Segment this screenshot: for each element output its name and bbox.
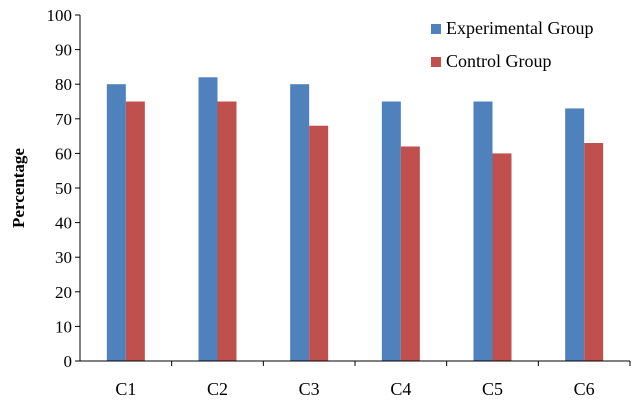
bar-c1-series-2	[125, 101, 145, 361]
legend-label-1: Experimental Group	[446, 18, 593, 38]
x-category-label: C2	[207, 379, 228, 399]
bar-c5-series-1	[473, 101, 493, 361]
y-tick-label: 20	[55, 283, 72, 302]
y-tick-label: 100	[47, 6, 73, 25]
y-tick-label: 80	[55, 75, 72, 94]
x-axis: C1 C2 C3 C4 C5 C6	[115, 361, 631, 399]
bar-c6-series-1	[565, 108, 585, 361]
bar-c2-series-2	[217, 101, 237, 361]
y-tick-label: 70	[55, 110, 72, 129]
bar-c4-series-2	[400, 146, 420, 361]
legend: Experimental Group Control Group	[431, 18, 593, 71]
y-tick-label: 30	[55, 248, 72, 267]
legend-swatch-1	[431, 24, 441, 34]
bar-c1-series-1	[106, 84, 126, 361]
y-tick-label: 0	[64, 352, 73, 371]
y-tick-label: 60	[55, 144, 72, 163]
bar-c3-series-2	[309, 125, 329, 361]
y-axis-title: Percentage	[9, 148, 28, 228]
bars-group	[106, 77, 604, 361]
y-tick-label: 50	[55, 179, 72, 198]
legend-label-2: Control Group	[446, 51, 552, 71]
bar-c4-series-1	[381, 101, 401, 361]
x-category-label: C4	[390, 379, 411, 399]
y-tick-label: 10	[55, 317, 72, 336]
x-category-label: C5	[482, 379, 503, 399]
x-category-label: C3	[299, 379, 320, 399]
x-category-label: C6	[574, 379, 595, 399]
bar-c2-series-1	[198, 77, 218, 361]
x-category-label: C1	[115, 379, 136, 399]
y-tick-label: 40	[55, 214, 72, 233]
y-axis: 0 10 20 30 40 50 60 70 80 90 100	[47, 6, 80, 371]
bar-c3-series-1	[290, 84, 310, 361]
legend-swatch-2	[431, 57, 441, 67]
bar-c5-series-2	[492, 153, 512, 361]
bar-c6-series-2	[584, 143, 604, 361]
y-tick-label: 90	[55, 41, 72, 60]
